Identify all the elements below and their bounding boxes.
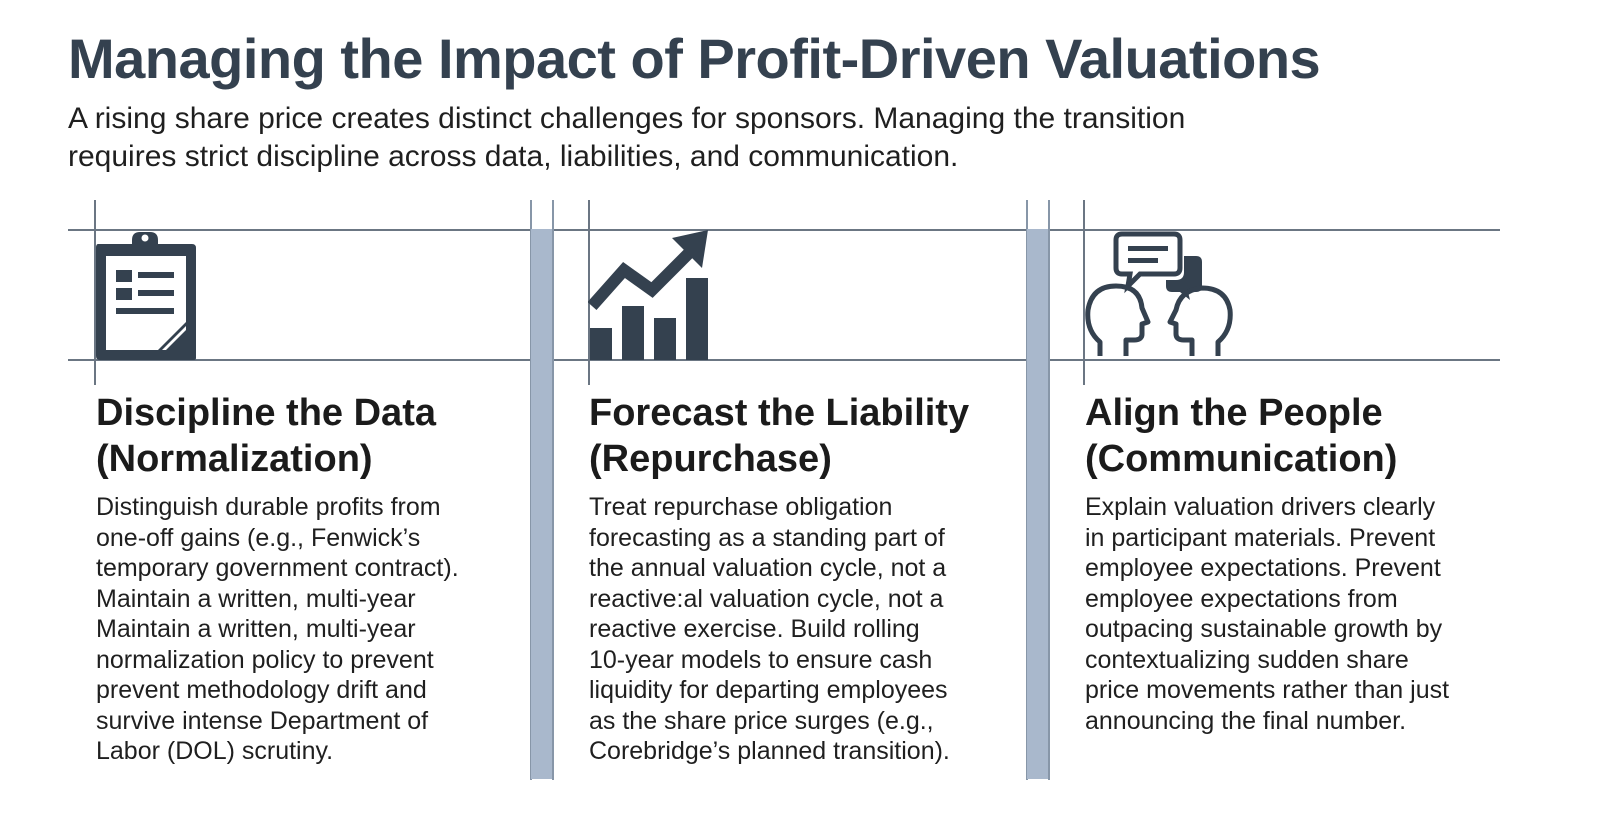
body-line: Treat repurchase obligation bbox=[589, 493, 893, 521]
body-line: the annual valuation cycle, not a bbox=[589, 554, 947, 582]
body-line: reactive exercise. Build rolling bbox=[589, 615, 920, 643]
body-line: 10-year models to ensure cash bbox=[589, 645, 933, 674]
body-line: reactive:al valuation cycle, not a bbox=[589, 584, 944, 613]
body-line: Distinguish durable profits from bbox=[96, 493, 441, 521]
column-title-line: (Repurchase) bbox=[589, 438, 832, 480]
page-subtitle: A rising share price creates distinct ch… bbox=[68, 102, 1186, 173]
body-line: employee expectations. Prevent bbox=[1085, 554, 1441, 582]
body-line: outpacing sustainable growth by bbox=[1085, 615, 1443, 643]
column-divider-2 bbox=[1027, 229, 1049, 779]
body-line: survive intense Department of bbox=[96, 706, 429, 735]
divider-edge bbox=[552, 200, 554, 780]
body-line: Explain valuation drivers clearly bbox=[1085, 493, 1436, 521]
grid-line-top bbox=[68, 229, 1500, 231]
grid-line-col1 bbox=[94, 200, 96, 385]
body-line: forecasting as a standing part of bbox=[589, 523, 945, 552]
clipboard-icon bbox=[96, 232, 196, 360]
column-title-people: Align the People (Communication) bbox=[1085, 390, 1397, 482]
page-title: Managing the Impact of Profit-Driven Val… bbox=[68, 27, 1321, 90]
body-line: in participant materials. Prevent bbox=[1085, 523, 1436, 552]
body-line: Maintain a written, multi-year bbox=[96, 615, 416, 643]
column-title-line: Align the People bbox=[1085, 392, 1383, 434]
column-title-line: (Normalization) bbox=[96, 438, 373, 480]
column-title-liability: Forecast the Liability (Repurchase) bbox=[589, 390, 969, 482]
column-body-liability: Treat repurchase obligation forecasting … bbox=[589, 492, 950, 767]
column-body-data: Distinguish durable profits from one-off… bbox=[96, 492, 459, 767]
body-line: Corebridge’s planned transition). bbox=[589, 737, 950, 765]
conversation-icon bbox=[1085, 231, 1233, 356]
body-line: prevent methodology drift and bbox=[96, 676, 427, 704]
body-line: temporary government contract). bbox=[96, 554, 459, 582]
body-line: price movements rather than just bbox=[1085, 676, 1450, 704]
body-line: Maintain a written, multi-year bbox=[96, 584, 416, 613]
body-line: contextualizing sudden share bbox=[1085, 645, 1409, 674]
column-title-line: Discipline the Data bbox=[96, 392, 436, 434]
divider-edge bbox=[1048, 200, 1050, 780]
body-line: one-off gains (e.g., Fenwick’s bbox=[96, 523, 421, 552]
growth-chart-icon bbox=[588, 230, 708, 360]
body-line: Labor (DOL) scrutiny. bbox=[96, 737, 334, 765]
column-title-line: (Communication) bbox=[1085, 438, 1398, 480]
body-line: normalization policy to prevent bbox=[96, 645, 434, 674]
column-divider-1 bbox=[531, 229, 553, 779]
column-title-data: Discipline the Data (Normalization) bbox=[96, 390, 436, 482]
grid-line-bottom bbox=[68, 359, 1500, 361]
grid-line-col3 bbox=[1083, 200, 1085, 385]
body-line: as the share price surges (e.g., bbox=[589, 706, 934, 735]
body-line: liquidity for departing employees bbox=[589, 676, 948, 704]
grid-line-col2 bbox=[588, 200, 590, 385]
body-line: employee expectations from bbox=[1085, 584, 1398, 613]
body-line: announcing the final number. bbox=[1085, 706, 1407, 735]
column-body-people: Explain valuation drivers clearly in par… bbox=[1085, 492, 1449, 736]
column-title-line: Forecast the Liability bbox=[589, 392, 970, 434]
